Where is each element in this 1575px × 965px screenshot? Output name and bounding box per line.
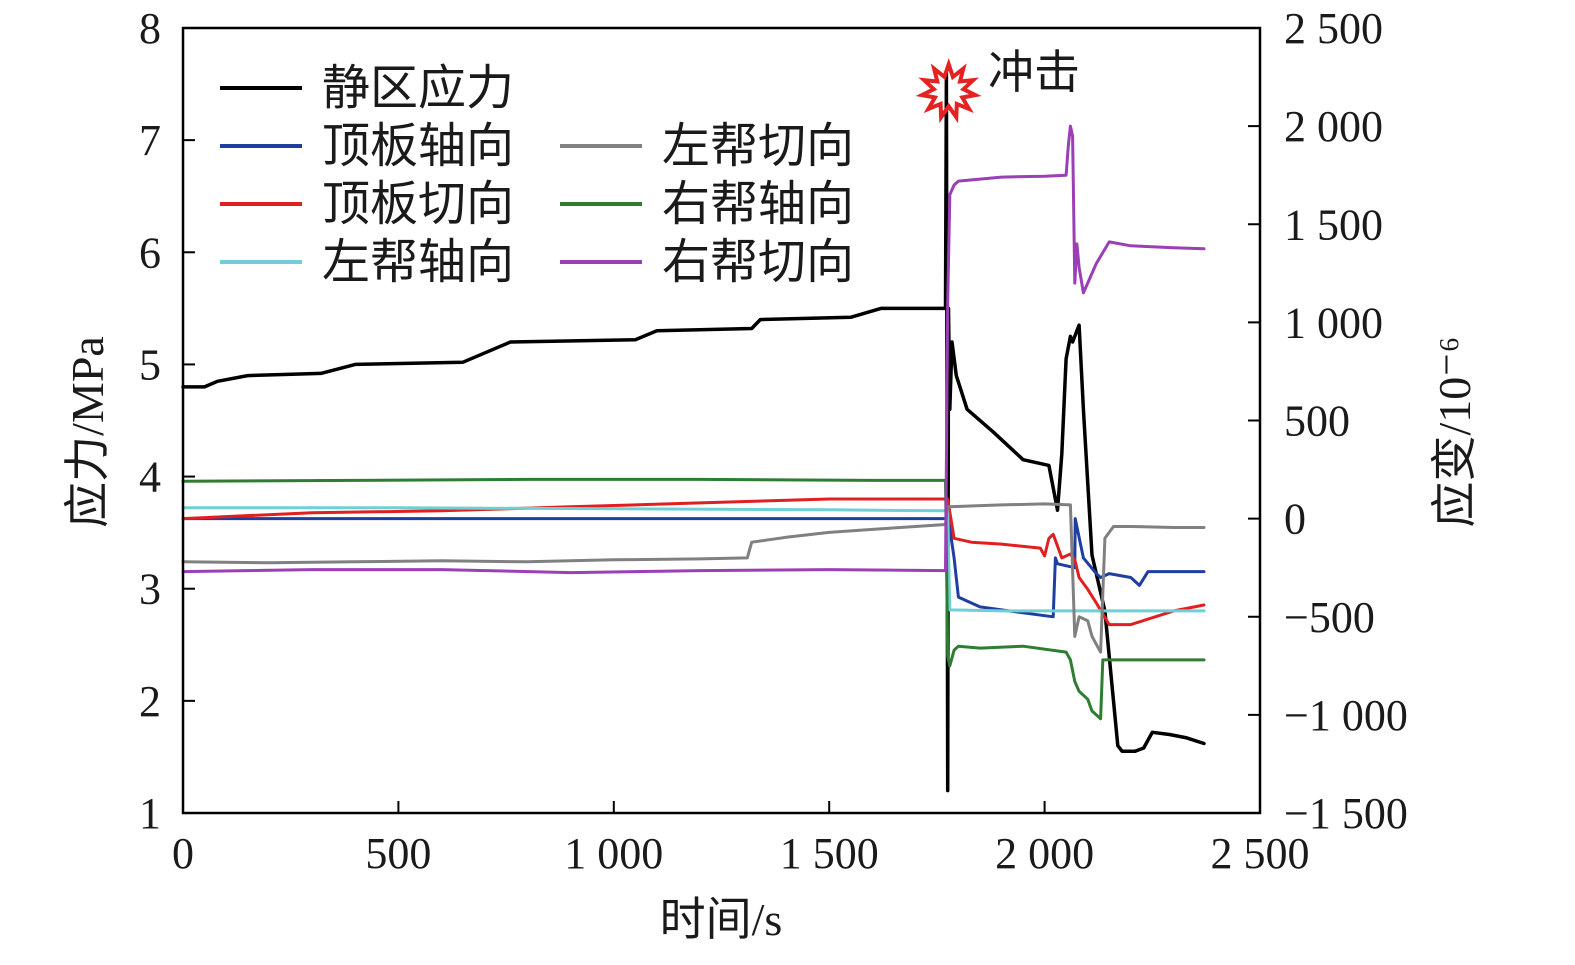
impact-annotation-label: 冲击 bbox=[988, 47, 1080, 98]
axis-ticks: 0 500 1 000 1 500 2 000 2 500 1 2 3 4 5 6 7 8 −1 500 −1… bbox=[139, 4, 1408, 878]
series-line-4 bbox=[181, 502, 1206, 654]
y-left-tick-label: 2 bbox=[139, 677, 161, 726]
y-right-tick-label: 2 000 bbox=[1284, 102, 1383, 151]
y-right-tick-label: 1 000 bbox=[1284, 298, 1383, 347]
y-right-tick-label: 1 500 bbox=[1284, 200, 1383, 249]
legend-label: 左帮轴向 bbox=[322, 236, 514, 289]
series-line-3 bbox=[181, 506, 1206, 613]
series-line-0 bbox=[181, 71, 1206, 793]
legend-label: 左帮切向 bbox=[662, 120, 854, 173]
y-right-tick-label: 2 500 bbox=[1284, 4, 1383, 53]
y-right-tick-label: 500 bbox=[1284, 397, 1350, 446]
legend-label: 顶板切向 bbox=[322, 178, 514, 231]
series-line-6 bbox=[181, 124, 1206, 575]
x-axis-title: 时间/s bbox=[660, 894, 783, 945]
y-left-tick-label: 7 bbox=[139, 116, 161, 165]
legend-label: 右帮切向 bbox=[662, 236, 854, 289]
impact-burst-icon bbox=[915, 58, 982, 124]
series-lines bbox=[181, 71, 1206, 793]
x-tick-label: 500 bbox=[365, 829, 431, 878]
legend-label: 静区应力 bbox=[322, 62, 514, 115]
legend-label: 右帮轴向 bbox=[662, 178, 854, 231]
series-line-2 bbox=[181, 497, 1206, 627]
y-left-tick-label: 6 bbox=[139, 228, 161, 277]
x-tick-label: 1 000 bbox=[564, 829, 663, 878]
x-tick-label: 2 000 bbox=[995, 829, 1094, 878]
impact-annotation: 冲击 bbox=[915, 47, 1080, 124]
series-line-1 bbox=[181, 517, 1206, 619]
series-line-5 bbox=[181, 477, 1206, 721]
y-right-tick-label: −1 000 bbox=[1284, 691, 1408, 740]
y-left-tick-label: 8 bbox=[139, 4, 161, 53]
y-right-tick-label: −1 500 bbox=[1284, 789, 1408, 838]
legend-label: 顶板轴向 bbox=[322, 120, 514, 173]
y-right-tick-label: 0 bbox=[1284, 495, 1306, 544]
y-left-tick-label: 4 bbox=[139, 453, 161, 502]
y-right-tick-label: −500 bbox=[1284, 593, 1375, 642]
y-axis-right-title: 应变/10⁻⁶ bbox=[1429, 336, 1480, 527]
y-left-tick-label: 3 bbox=[139, 565, 161, 614]
y-left-tick-label: 1 bbox=[139, 789, 161, 838]
y-axis-left-title: 应力/MPa bbox=[62, 336, 113, 528]
x-tick-label: 1 500 bbox=[780, 829, 879, 878]
x-tick-label: 2 500 bbox=[1211, 829, 1310, 878]
y-left-tick-label: 5 bbox=[139, 340, 161, 389]
x-tick-label: 0 bbox=[172, 829, 194, 878]
